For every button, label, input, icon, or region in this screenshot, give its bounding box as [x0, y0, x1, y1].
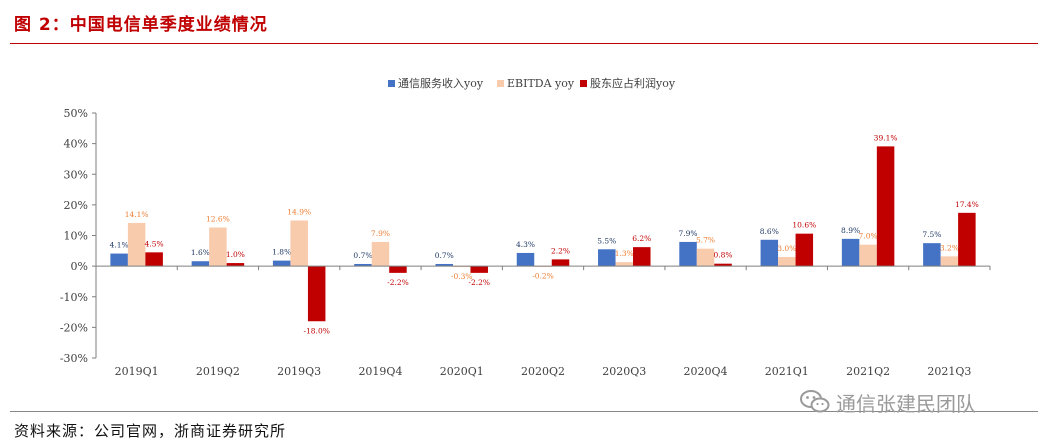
bar-2-2019Q1: [127, 222, 146, 267]
bar-1-2019Q1: [110, 253, 128, 267]
data-label: 12.6%: [206, 215, 230, 224]
data-label: 3.2%: [940, 243, 959, 252]
wechat-icon: [800, 389, 830, 415]
bar-1-2020Q3: [598, 249, 616, 267]
y-tick-label: 0%: [71, 260, 88, 273]
data-label: -0.3%: [451, 272, 473, 281]
legend-swatch-2: [497, 80, 504, 87]
data-label: 17.4%: [955, 200, 979, 209]
data-label: 7.0%: [859, 232, 878, 241]
bar-chart: -30% -20% -10% 0% 10% 20% 30% 40% 50% 4.1% 14.1% 4.…: [60, 76, 991, 378]
bar-1-2020Q1: [435, 263, 453, 267]
bar-2-2019Q3: [290, 220, 308, 267]
bar-2-2021Q2: [859, 244, 877, 267]
x-tick-label: 2019Q4: [358, 365, 402, 378]
bar-2-2019Q2: [209, 227, 227, 267]
legend-label-3: 股东应占利润yoy: [590, 76, 676, 90]
data-label: 1.8%: [272, 248, 291, 257]
bar-1-2020Q2: [516, 252, 535, 267]
y-tick-label: -10%: [60, 291, 88, 304]
legend-label-1: 通信服务收入yoy: [398, 76, 484, 90]
x-tick-label: 2020Q3: [602, 365, 646, 378]
x-tick-label: 2021Q1: [765, 365, 809, 378]
bar-1-2019Q4: [354, 263, 372, 267]
legend-swatch-3: [580, 80, 587, 87]
y-tick-label: 20%: [64, 199, 88, 212]
data-label: -18.0%: [303, 326, 329, 335]
legend-label-2: EBITDA yoy: [507, 77, 575, 90]
x-tick-label: 2019Q3: [277, 365, 321, 378]
data-label: 7.9%: [679, 229, 698, 238]
data-label: 4.3%: [516, 240, 535, 249]
bar-1-2021Q2: [841, 238, 860, 267]
data-label: 5.7%: [696, 236, 715, 245]
x-tick-label: 2019Q1: [115, 365, 159, 378]
bar-3-2020Q1: [470, 266, 488, 273]
bar-1-2021Q1: [760, 239, 779, 267]
data-label: 8.6%: [760, 227, 779, 236]
bar-3-2021Q3: [958, 212, 976, 267]
data-label: 6.2%: [632, 234, 651, 243]
y-tick-label: 10%: [64, 230, 88, 243]
bar-3-2021Q2: [876, 146, 895, 267]
bar-2-2020Q3: [615, 262, 634, 267]
bar-3-2020Q2: [551, 259, 570, 267]
bar-3-2021Q1: [795, 233, 814, 267]
x-tick-label: 2020Q4: [684, 365, 728, 378]
data-label: 0.7%: [435, 251, 454, 260]
data-label: 39.1%: [874, 133, 898, 142]
bar-2-2021Q3: [940, 256, 959, 267]
y-tick-label: -30%: [60, 352, 88, 365]
data-label: 1.3%: [615, 249, 634, 258]
x-tick-label: 2021Q2: [846, 365, 890, 378]
data-label: 5.5%: [597, 236, 616, 245]
x-tick-label: 2020Q1: [440, 365, 484, 378]
data-label: 8.9%: [841, 226, 860, 235]
data-label: 14.1%: [125, 210, 149, 219]
data-label: 7.9%: [371, 229, 390, 238]
bar-3-2019Q2: [226, 263, 245, 267]
data-label: -0.2%: [532, 272, 554, 281]
data-label: -2.2%: [387, 278, 409, 287]
data-label: 4.5%: [145, 239, 164, 248]
bar-2-2021Q1: [778, 256, 796, 267]
y-tick-label: -20%: [60, 321, 88, 334]
x-tick-label: 2020Q2: [521, 365, 565, 378]
bar-1-2021Q3: [923, 243, 941, 267]
y-tick-label: 40%: [64, 138, 88, 151]
data-label: 4.1%: [110, 241, 129, 250]
data-label: -2.2%: [468, 278, 490, 287]
data-label: 1.6%: [191, 248, 210, 257]
figure-title: 图 2：中国电信单季度业绩情况: [14, 15, 268, 35]
bar-2-2020Q4: [696, 248, 715, 267]
source-note: 资料来源：公司官网，浙商证券研究所: [14, 422, 287, 440]
watermark: 通信张建民团队: [800, 386, 976, 418]
bar-1-2020Q4: [679, 241, 697, 267]
y-tick-label: 50%: [64, 107, 88, 120]
bar-1-2019Q2: [191, 261, 210, 267]
watermark-text: 通信张建民团队: [836, 391, 976, 416]
data-label: 14.9%: [287, 207, 311, 216]
bar-3-2019Q1: [145, 252, 163, 267]
data-label: 3.0%: [777, 244, 796, 253]
data-label: 7.5%: [922, 230, 941, 239]
bar-3-2020Q3: [633, 247, 651, 267]
bar-3-2020Q4: [714, 263, 732, 267]
x-tick-label: 2019Q2: [196, 365, 240, 378]
data-label: 0.8%: [714, 251, 733, 260]
legend-swatch-1: [388, 80, 395, 87]
data-label: 2.2%: [551, 246, 570, 255]
bar-3-2019Q4: [389, 266, 407, 273]
title-divider: [10, 43, 1038, 44]
bar-3-2019Q3: [307, 266, 326, 322]
bar-1-2019Q3: [272, 260, 291, 267]
bar-2-2019Q4: [371, 241, 390, 267]
x-tick-label: 2021Q3: [927, 365, 971, 378]
data-label: 0.7%: [353, 251, 372, 260]
data-label: 1.0%: [226, 250, 245, 259]
data-label: 10.6%: [792, 221, 816, 230]
y-tick-label: 30%: [64, 168, 88, 181]
source-divider: [10, 411, 1038, 412]
